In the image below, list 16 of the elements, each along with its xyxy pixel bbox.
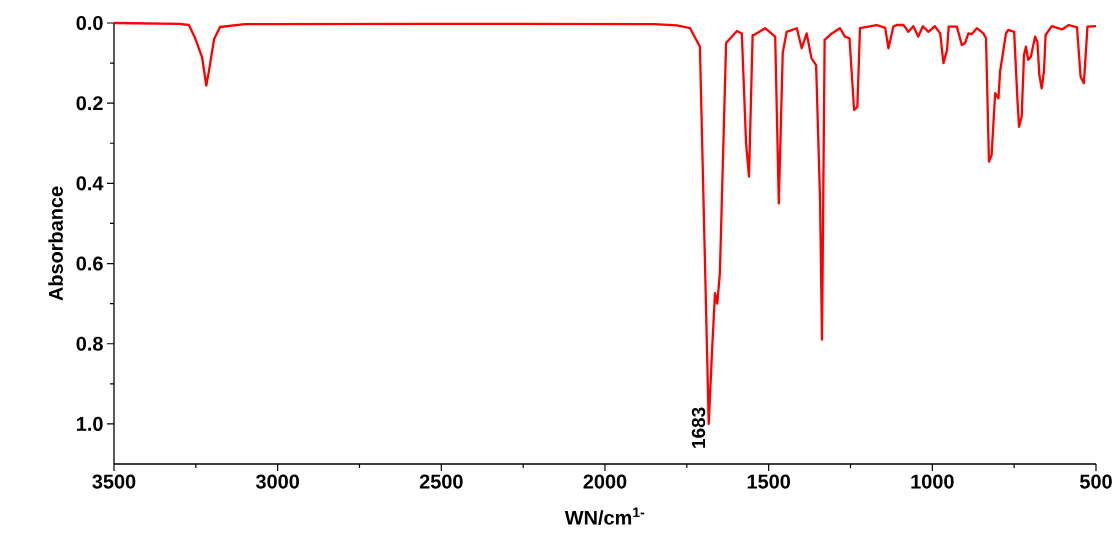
x-tick-label: 2500	[419, 474, 463, 489]
y-tick-label: 0.2	[76, 96, 103, 111]
x-tick-label: 2000	[583, 474, 627, 489]
y-tick-label: 0.4	[76, 176, 104, 191]
y-tick-label: 0.0	[76, 15, 103, 31]
y-tick-label: 0.8	[76, 336, 103, 351]
annotation: 1683	[691, 407, 706, 448]
x-tick-label: 3500	[92, 474, 136, 489]
x-tick-label: 500	[1079, 474, 1112, 489]
x-axis-title: WN/cm$^{1-}$	[564, 507, 645, 525]
x-tick-label: 1000	[911, 474, 954, 489]
x-tick-label: 3000	[255, 474, 299, 489]
y-tick-label: 0.6	[76, 256, 103, 271]
y-axis-title: Absorbance	[48, 186, 63, 301]
x-tick-label: 1500	[747, 474, 790, 489]
y-tick-label: 1.0	[77, 416, 103, 431]
